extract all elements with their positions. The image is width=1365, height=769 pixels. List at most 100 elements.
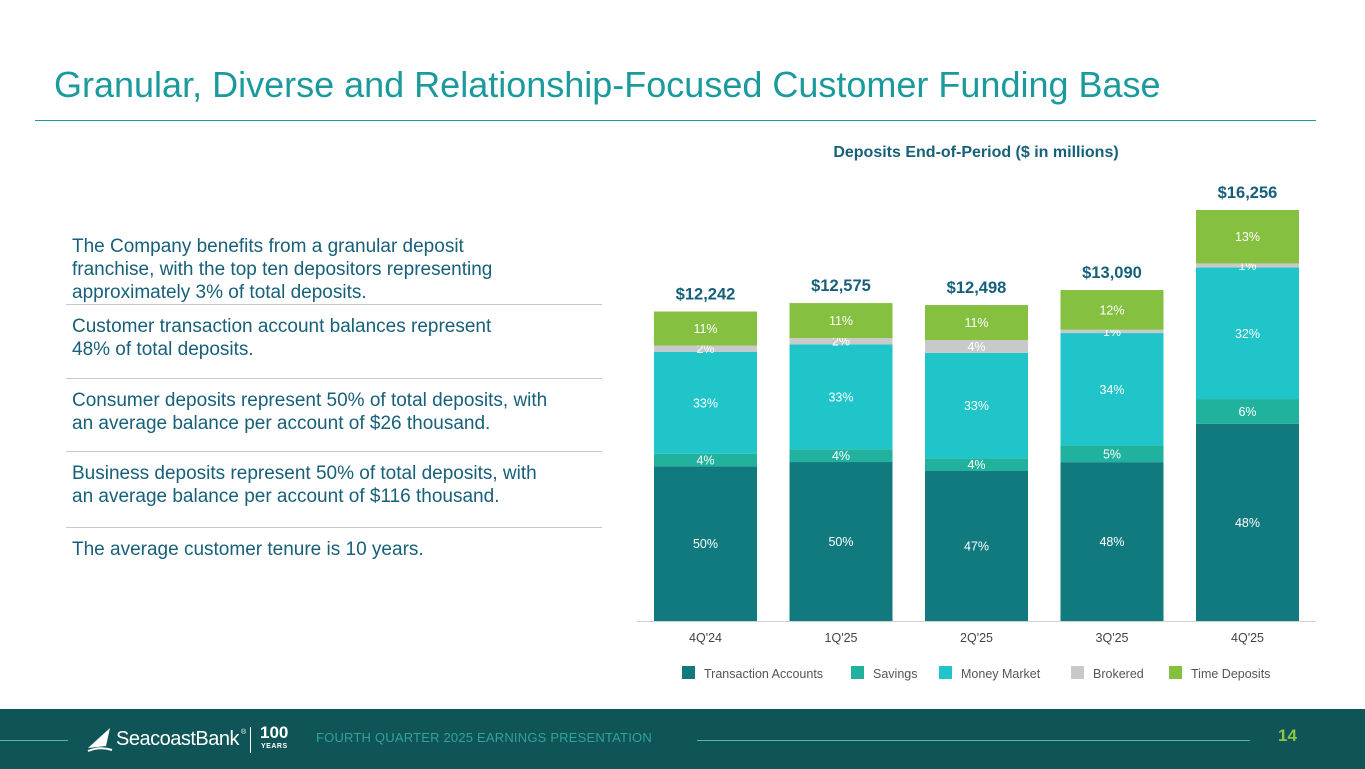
bar-total-label: $12,242 (676, 285, 736, 303)
segment-label: 4% (696, 454, 714, 468)
bar-segment (654, 466, 757, 621)
key-point: Consumer deposits represent 50% of total… (66, 379, 602, 452)
footer-line-right (697, 740, 1250, 741)
bar-segment (925, 470, 1028, 621)
legend-swatch (1169, 666, 1182, 679)
segment-label: 11% (964, 316, 988, 330)
key-point: Customer transaction account balances re… (66, 305, 602, 379)
bar-total-label: $13,090 (1082, 264, 1142, 282)
segment-label: 48% (1099, 535, 1124, 549)
bar-segment (654, 311, 757, 346)
bar-segment (1060, 462, 1164, 621)
key-point-line: The average customer tenure is 10 years. (72, 539, 424, 560)
deposits-stacked-bar-chart: Deposits End-of-Period ($ in millions) 50… (637, 144, 1316, 681)
page-number: 14 (1278, 726, 1297, 745)
segment-label: 33% (693, 396, 718, 410)
legend-label: Time Deposits (1191, 667, 1270, 681)
segment-label: 50% (828, 535, 853, 549)
segment-label: 33% (828, 390, 853, 404)
segment-label: 34% (1099, 383, 1124, 397)
key-point-line: Business deposits represent 50% of total… (72, 463, 537, 484)
bar-segment (789, 344, 893, 450)
bar-segment (1196, 210, 1299, 264)
segment-label: 12% (1099, 303, 1124, 317)
bar-segment (789, 462, 893, 621)
chart-title: Deposits End-of-Period ($ in millions) (833, 144, 1118, 161)
segment-label: 2% (696, 342, 714, 356)
brand-name: SeacoastBank (116, 728, 239, 750)
bar-total-label: $12,498 (947, 279, 1007, 297)
segment-label: 48% (1235, 516, 1260, 530)
segment-label: 11% (693, 322, 717, 336)
key-point-line: franchise, with the top ten depositors r… (72, 259, 493, 280)
sail-logo-icon (87, 728, 113, 752)
logo-divider (250, 727, 251, 753)
segment-label: 2% (832, 335, 850, 349)
x-tick-label: 2Q'25 (960, 631, 993, 645)
key-point-line: Customer transaction account balances re… (72, 316, 492, 337)
footer-line-left (0, 740, 68, 741)
bar-segment (1196, 399, 1299, 424)
anniversary-number: 100 (260, 723, 289, 742)
legend-label: Transaction Accounts (704, 667, 823, 681)
segment-label: 47% (964, 539, 989, 553)
bar-segment (925, 458, 1028, 471)
bar-segment (1196, 423, 1299, 621)
key-point: Business deposits represent 50% of total… (66, 452, 602, 528)
x-tick-label: 3Q'25 (1096, 631, 1129, 645)
bar-segment (654, 345, 757, 352)
legend-label: Brokered (1093, 667, 1144, 681)
bar-segment (925, 352, 1028, 459)
key-points-list: The Company benefits from a granular dep… (66, 225, 602, 580)
bar-segment (1196, 267, 1299, 400)
bar-segment (1060, 290, 1164, 330)
bar-total-label: $16,256 (1218, 184, 1278, 202)
legend-swatch (851, 666, 864, 679)
x-tick-label: 4Q'24 (689, 631, 722, 645)
key-point-line: The Company benefits from a granular dep… (72, 236, 464, 257)
segment-label: 50% (693, 537, 718, 551)
segment-label: 32% (1235, 327, 1260, 341)
legend-label: Savings (873, 667, 917, 681)
bar-segment (654, 453, 757, 467)
bar-segment (925, 340, 1028, 353)
key-point-line: approximately 3% of total deposits. (72, 282, 367, 303)
bar-segment (789, 449, 893, 463)
title-divider (35, 120, 1316, 121)
bar-segment (1060, 329, 1164, 334)
key-point: The average customer tenure is 10 years. (66, 528, 602, 580)
bar-segment (789, 338, 893, 345)
footer-bar: SeacoastBank ® 100 YEARS FOURTH QUARTER … (0, 709, 1365, 769)
presentation-name: FOURTH QUARTER 2025 EARNINGS PRESENTATIO… (316, 730, 652, 745)
anniversary-years: YEARS (261, 743, 288, 750)
segment-label: 6% (1238, 405, 1256, 419)
key-point-line: 48% of total deposits. (72, 339, 254, 360)
bar-total-label: $12,575 (811, 277, 871, 295)
segment-label: 4% (967, 340, 985, 354)
key-point-line: an average balance per account of $116 t… (72, 486, 500, 507)
seacoast-bank-logo: SeacoastBank ® 100 YEARS (86, 723, 296, 755)
x-tick-label: 4Q'25 (1231, 631, 1264, 645)
bar-segment (654, 351, 757, 454)
bar-segment (1196, 263, 1299, 268)
trademark-mark: ® (241, 729, 247, 736)
segment-label: 5% (1103, 447, 1121, 461)
bar-segment (925, 305, 1028, 341)
segment-label: 13% (1235, 230, 1260, 244)
legend-swatch (682, 666, 695, 679)
bar-segment (1060, 445, 1164, 463)
segment-label: 11% (829, 314, 853, 328)
key-point: The Company benefits from a granular dep… (66, 225, 602, 305)
bar-segment (789, 303, 893, 339)
legend-swatch (1071, 666, 1084, 679)
x-tick-label: 1Q'25 (825, 631, 858, 645)
key-point-line: an average balance per account of $26 th… (72, 413, 491, 434)
legend-label: Money Market (961, 667, 1041, 681)
page-title: Granular, Diverse and Relationship-Focus… (54, 64, 1161, 105)
key-point-line: Consumer deposits represent 50% of total… (72, 390, 548, 411)
bar-segment (1060, 333, 1164, 446)
segment-label: 4% (967, 458, 985, 472)
segment-label: 33% (964, 399, 989, 413)
legend-swatch (939, 666, 952, 679)
segment-label: 4% (832, 449, 850, 463)
